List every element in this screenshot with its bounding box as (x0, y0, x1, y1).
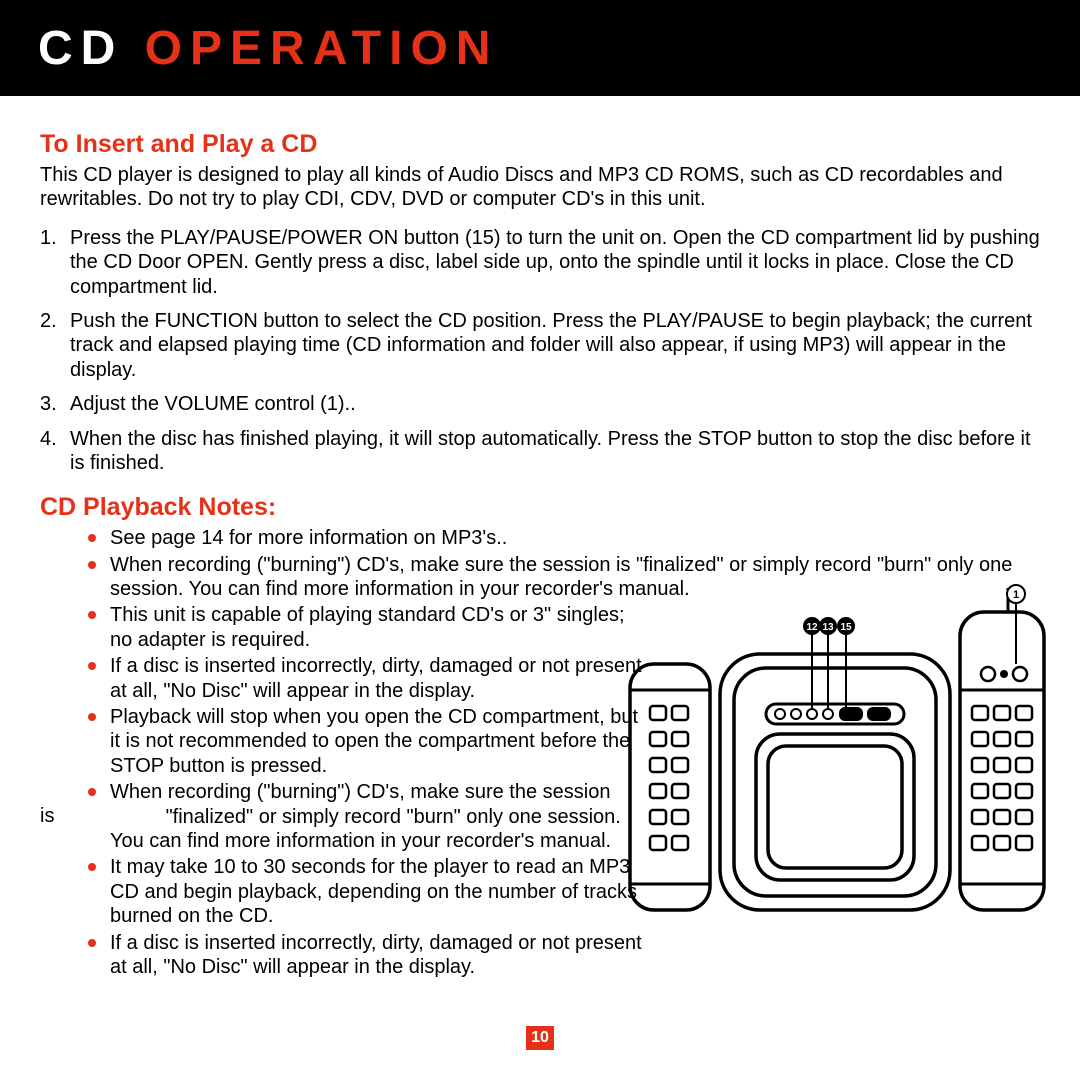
callout-1: 1 (1013, 589, 1019, 601)
callout-12: 12 (806, 622, 818, 633)
note-text: If a disc is inserted incorrectly, dirty… (110, 654, 650, 703)
section2-title: CD Playback Notes: (40, 493, 1040, 522)
header-bar: CD OPERATION (0, 0, 1080, 96)
title-operation: OPERATION (145, 22, 499, 75)
step-item: Press the PLAY/PAUSE/POWER ON button (15… (40, 226, 1040, 299)
note-text: Playback will stop when you open the CD … (110, 705, 650, 778)
note-item: If a disc is inserted incorrectly, dirty… (110, 931, 1040, 980)
page-number: 10 (526, 1026, 554, 1050)
device-illustration: 12 13 15 1 (628, 584, 1046, 914)
note-text: When recording ("burning") CD's, make su… (110, 780, 650, 853)
section1-title: To Insert and Play a CD (40, 130, 1040, 159)
note-text: This unit is capable of playing standard… (110, 603, 650, 652)
section1-intro: This CD player is designed to play all k… (40, 163, 1040, 212)
content-area: To Insert and Play a CD This CD player i… (0, 96, 1080, 979)
note-text: If a disc is inserted incorrectly, dirty… (110, 931, 650, 980)
note-item: See page 14 for more information on MP3'… (110, 526, 1040, 550)
steps-list: Press the PLAY/PAUSE/POWER ON button (15… (40, 226, 1040, 476)
note-text: It may take 10 to 30 seconds for the pla… (110, 855, 650, 928)
step-item: When the disc has finished playing, it w… (40, 427, 1040, 476)
step-item: Adjust the VOLUME control (1).. (40, 392, 1040, 416)
callout-13: 13 (822, 622, 834, 633)
title-cd: CD (38, 22, 145, 75)
page-title: CD OPERATION (38, 21, 498, 76)
hanging-is: is (40, 804, 54, 828)
step-item: Push the FUNCTION button to select the C… (40, 309, 1040, 382)
callout-15: 15 (840, 622, 852, 633)
